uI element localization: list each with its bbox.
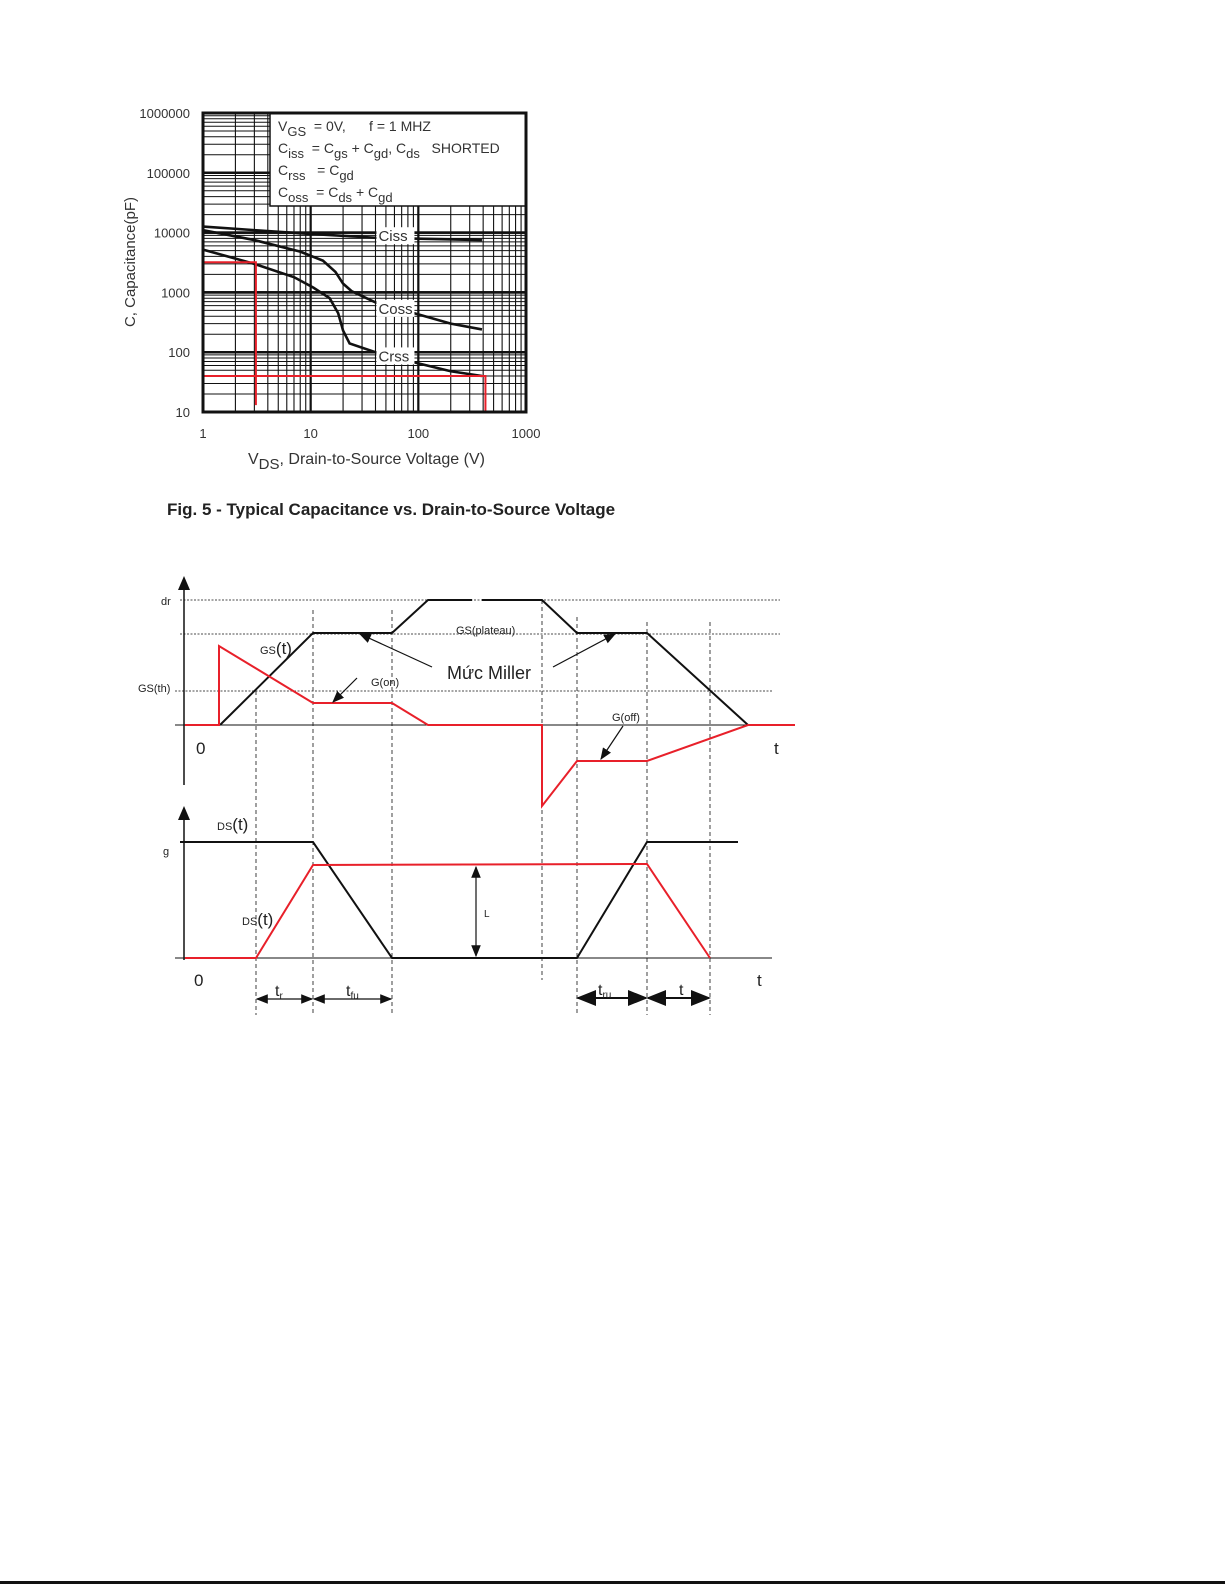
y-tick-label: 1000 <box>161 285 190 300</box>
g-on-arrow <box>332 677 358 703</box>
label-gs-t: GS(t) <box>260 639 292 658</box>
series-crss-line <box>202 248 483 378</box>
label-tru: tru <box>598 982 611 1001</box>
y-axis-label: C, Capacitance(pF) <box>122 197 139 327</box>
y-tick-label: 1000000 <box>139 106 190 121</box>
series-label-coss: Coss <box>378 301 412 318</box>
vgs-waveform <box>219 599 472 726</box>
y-tick-label: 10 <box>176 405 190 420</box>
label-tr: tr <box>275 983 283 1002</box>
label-gs-th: GS(th) <box>138 683 170 695</box>
upper-y-axis-arrow-icon <box>178 576 190 590</box>
legend-line: Coss = Cds + Cgd <box>278 184 393 205</box>
label-zero-bottom: 0 <box>194 971 203 990</box>
id-waveform <box>185 862 711 959</box>
y-tick-label: 100 <box>168 345 190 360</box>
legend-line: Crss = Cgd <box>278 162 354 183</box>
time-interval-arrows <box>255 990 711 1006</box>
ig-waveform <box>185 644 795 809</box>
vds-waveform <box>180 841 738 959</box>
label-t-top: t <box>774 739 779 758</box>
red-guide-line <box>203 374 487 412</box>
label-id-t: DS(t) <box>242 910 273 929</box>
y-tick-label: 10000 <box>154 226 190 241</box>
series-coss-line <box>202 228 483 331</box>
label-dr: dr <box>161 596 171 608</box>
page-bottom-rule <box>0 1581 1225 1584</box>
chart-series <box>202 225 487 412</box>
legend-line: Ciss = Cgs + Cgd, Cds SHORTED <box>278 140 500 161</box>
miller-arrow-left <box>358 633 433 668</box>
vgs-waveform-2 <box>482 599 749 726</box>
label-t-bottom: t <box>757 971 762 990</box>
x-tick-label: 10 <box>303 426 317 441</box>
label-zero-top: 0 <box>196 739 205 758</box>
series-label-bg <box>376 347 415 365</box>
label-vds-t: DS(t) <box>217 815 248 834</box>
lower-y-axis-arrow-icon <box>178 806 190 820</box>
x-tick-label: 1000 <box>512 426 541 441</box>
series-ciss-line <box>202 225 482 242</box>
label-g-off: G(off) <box>612 712 640 724</box>
legend-box <box>269 112 527 207</box>
series-label-ciss: Ciss <box>378 228 407 245</box>
series-label-bg <box>376 299 415 317</box>
label-gs-plateau: GS(plateau) <box>456 625 515 637</box>
label-tf: t <box>679 982 684 999</box>
label-g-on: G(on) <box>371 677 399 689</box>
red-guide-line <box>203 261 257 406</box>
label-tfu: tfu <box>346 983 359 1002</box>
series-label-bg <box>376 227 415 245</box>
plot-frame <box>201 111 528 414</box>
y-tick-label: 100000 <box>147 166 190 181</box>
figure-caption: Fig. 5 - Typical Capacitance vs. Drain-t… <box>167 500 616 519</box>
legend-line: VGS = 0V, f = 1 MHZ <box>278 118 431 139</box>
label-g: g <box>163 846 169 858</box>
miller-arrow-right <box>552 633 617 668</box>
x-axis-label: VDS, Drain-to-Source Voltage (V) <box>248 451 485 473</box>
label-l: L <box>484 909 490 920</box>
g-off-arrow <box>600 725 624 760</box>
x-tick-label: 1 <box>199 426 206 441</box>
series-label-crss: Crss <box>378 348 409 365</box>
label-miller: Mức Miller <box>447 663 531 683</box>
x-tick-label: 100 <box>407 426 429 441</box>
